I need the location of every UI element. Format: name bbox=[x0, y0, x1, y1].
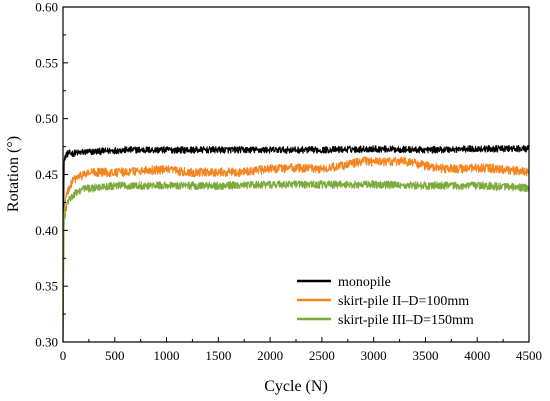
x-tick-label: 1000 bbox=[154, 348, 180, 363]
x-tick-label: 3500 bbox=[412, 348, 438, 363]
series-layer bbox=[62, 144, 530, 343]
legend-label: skirt-pile III–D=150mm bbox=[338, 313, 474, 328]
legend: monopile skirt-pile II–D=100mm skirt-pile … bbox=[297, 275, 474, 328]
y-tick-label: 0.50 bbox=[35, 111, 58, 126]
y-tick-label: 0.55 bbox=[35, 55, 58, 70]
x-tick-label: 2500 bbox=[309, 348, 335, 363]
series-line-2 bbox=[62, 156, 530, 343]
y-tick-label: 0.60 bbox=[35, 0, 58, 15]
y-tick-label: 0.35 bbox=[35, 279, 58, 294]
x-tick-label: 1500 bbox=[205, 348, 231, 363]
x-tick-label: 4500 bbox=[516, 348, 542, 363]
x-tick-label: 500 bbox=[105, 348, 125, 363]
x-tick-label: 4000 bbox=[464, 348, 490, 363]
x-tick-label: 3000 bbox=[361, 348, 387, 363]
y-axis-ticks: 0.30 0.35 0.40 0.45 0.50 0.55 0.60 bbox=[35, 0, 68, 350]
series-line-3 bbox=[62, 180, 530, 343]
x-axis-ticks: 0 500 1000 1500 2000 2500 3000 3500 4000 4500 bbox=[60, 337, 542, 363]
y-tick-label: 0.30 bbox=[35, 335, 58, 350]
series-line-1 bbox=[62, 144, 530, 343]
x-tick-label: 0 bbox=[60, 348, 67, 363]
x-axis-title: Cycle (N) bbox=[264, 378, 328, 395]
legend-label: monopile bbox=[338, 275, 391, 290]
y-tick-label: 0.40 bbox=[35, 223, 58, 238]
x-tick-label: 2000 bbox=[257, 348, 283, 363]
y-axis-title: Rotation (°) bbox=[5, 136, 22, 212]
legend-label: skirt-pile II–D=100mm bbox=[338, 294, 469, 309]
y-tick-label: 0.45 bbox=[35, 167, 58, 182]
